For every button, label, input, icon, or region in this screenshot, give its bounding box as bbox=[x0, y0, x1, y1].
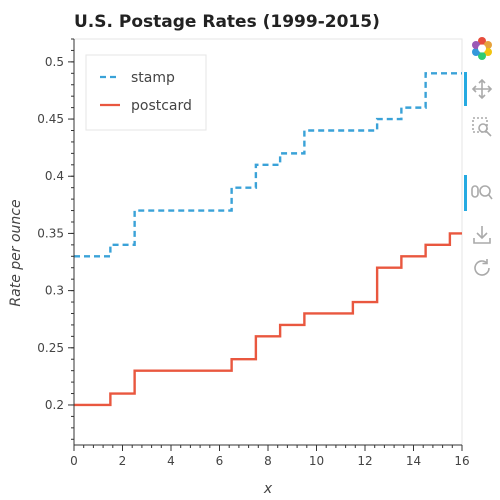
save-icon[interactable] bbox=[470, 223, 494, 247]
series-line-postcard bbox=[74, 232, 462, 407]
y-axis-label: Rate per ounce bbox=[8, 199, 24, 306]
wheel-zoom-icon[interactable] bbox=[470, 181, 494, 205]
x-tick-label: 10 bbox=[309, 454, 324, 468]
series-line-stamp bbox=[74, 72, 462, 258]
y-axis: 0.2 0.25 0.3 0.35 0.4 0.45 0.5 bbox=[37, 38, 75, 445]
legend-label-postcard: postcard bbox=[131, 98, 192, 114]
legend-box bbox=[85, 54, 207, 131]
wheel-zoom-active-indicator bbox=[464, 175, 467, 211]
x-tick-label: 0 bbox=[70, 454, 78, 468]
x-axis-label: x bbox=[263, 481, 273, 497]
x-tick-label: 16 bbox=[454, 454, 469, 468]
x-tick-label: 8 bbox=[264, 454, 272, 468]
pan-icon[interactable] bbox=[470, 77, 494, 101]
x-tick-label: 4 bbox=[167, 454, 175, 468]
legend-label-stamp: stamp bbox=[131, 70, 175, 86]
x-tick-label: 12 bbox=[357, 454, 372, 468]
x-tick-label: 2 bbox=[119, 454, 127, 468]
legend: stamp postcard bbox=[85, 54, 207, 131]
y-tick-label: 0.3 bbox=[45, 284, 64, 298]
box-zoom-icon[interactable] bbox=[470, 115, 494, 139]
y-tick-label: 0.25 bbox=[37, 341, 64, 355]
y-tick-label: 0.45 bbox=[37, 112, 64, 126]
pan-active-indicator bbox=[464, 72, 467, 106]
x-tick-label: 14 bbox=[406, 454, 421, 468]
y-tick-label: 0.35 bbox=[37, 226, 64, 240]
y-tick-label: 0.5 bbox=[45, 55, 64, 69]
y-tick-label: 0.4 bbox=[45, 169, 64, 183]
x-axis: 0 2 4 6 8 10 12 14 16 bbox=[70, 444, 470, 468]
bokeh-logo-icon[interactable] bbox=[470, 36, 494, 60]
y-tick-label: 0.2 bbox=[45, 398, 64, 412]
reset-icon[interactable] bbox=[470, 256, 494, 280]
x-tick-label: 6 bbox=[216, 454, 224, 468]
chart-title: U.S. Postage Rates (1999-2015) bbox=[74, 12, 380, 32]
series-layer bbox=[74, 72, 462, 407]
